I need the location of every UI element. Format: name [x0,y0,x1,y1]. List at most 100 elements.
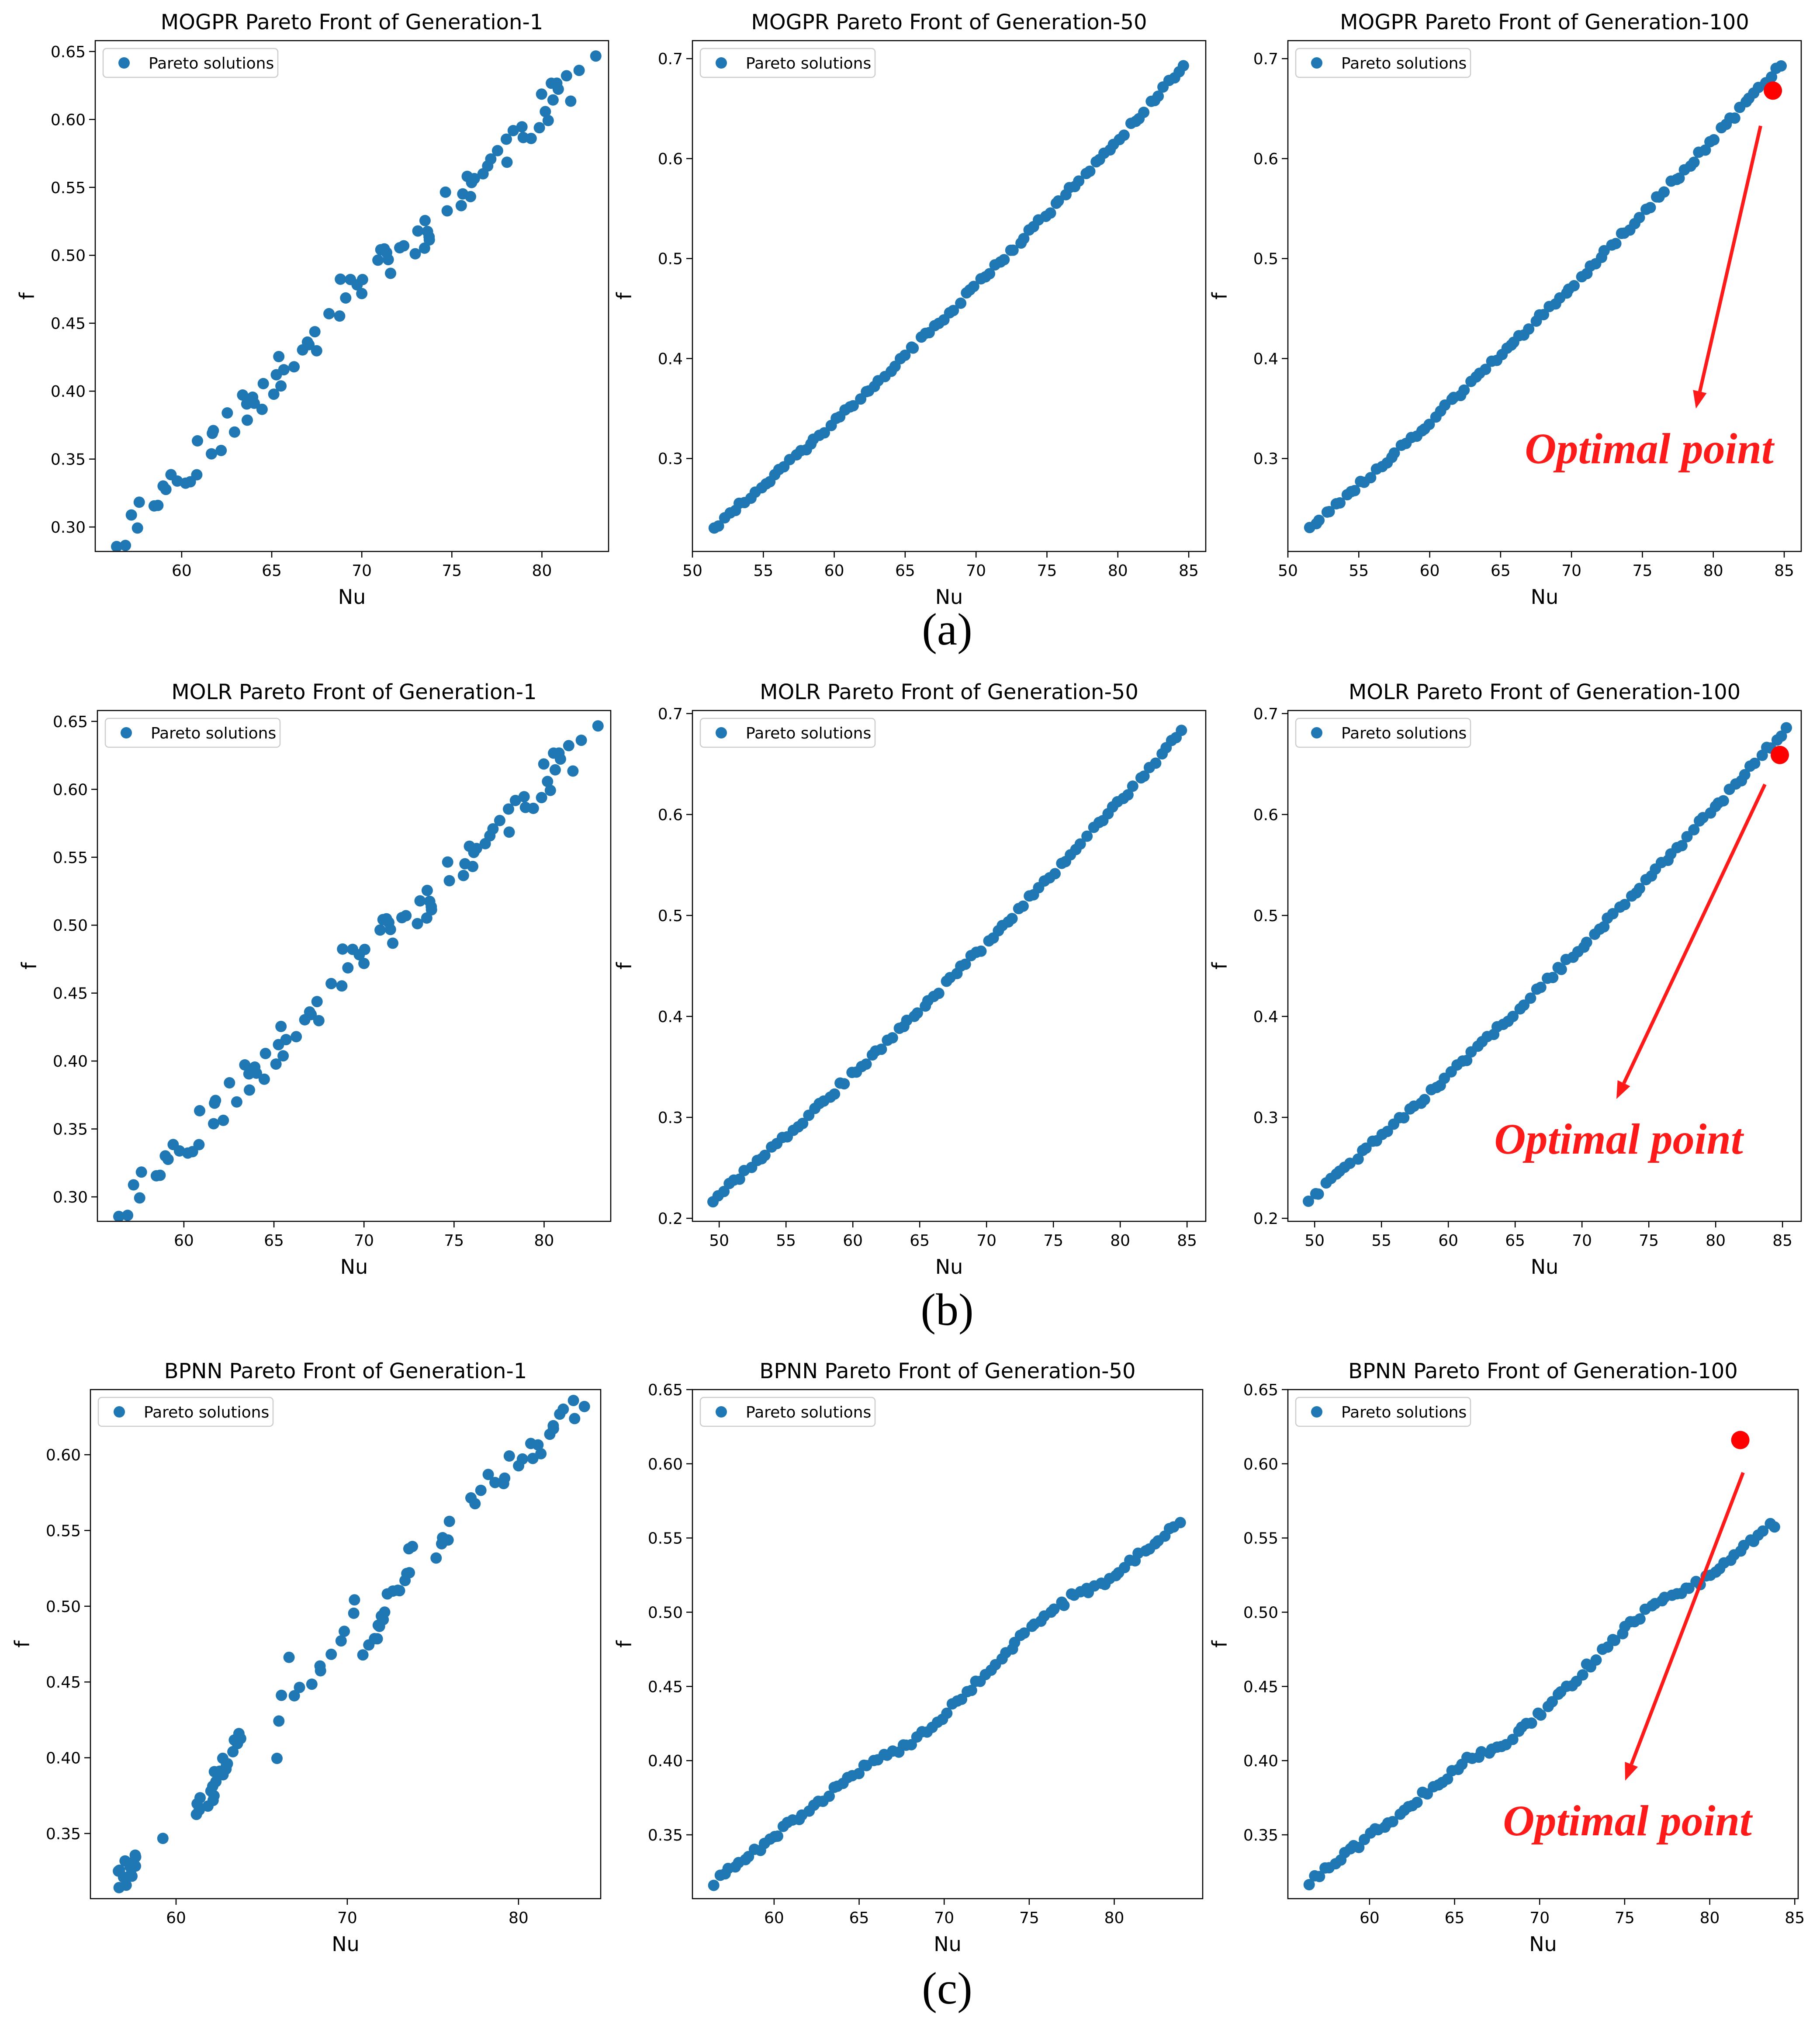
data-point [258,1073,270,1085]
y-axis-label: f [10,1640,34,1648]
data-point [385,267,396,279]
x-tick-label: 75 [1639,1232,1659,1250]
x-tick-label: 50 [709,1232,729,1250]
data-point [191,469,203,481]
y-tick-label: 0.65 [648,1381,683,1399]
data-point [342,962,354,974]
x-tick-label: 50 [1304,1232,1325,1250]
data-point [1018,233,1030,244]
x-tick-label: 65 [1491,562,1511,580]
data-point [1688,824,1700,835]
data-point [567,765,579,777]
data-point [162,1154,174,1165]
y-axis-label: f [612,1640,636,1648]
x-tick-label: 85 [1177,1232,1197,1250]
x-tick-label: 55 [1349,562,1369,580]
data-point [1681,831,1693,842]
y-tick-label: 0.65 [1243,1381,1278,1399]
legend-label: Pareto solutions [151,725,276,742]
data-point [288,1690,300,1702]
data-point [377,914,389,926]
data-point [1708,134,1720,146]
data-point [180,477,191,489]
data-point [1633,883,1645,894]
data-point [569,1413,581,1425]
x-axis-label: Nu [934,1932,962,1956]
data-point [1127,780,1138,792]
legend-marker [114,1406,125,1418]
x-tick-label: 60 [172,562,192,580]
y-tick-label: 0.55 [53,849,88,867]
axes-frame [692,1389,1204,1900]
data-point [1138,107,1150,118]
x-tick-label: 55 [1371,1232,1391,1250]
data-point [111,541,122,551]
annotation-arrow-head [1616,1080,1630,1099]
legend-marker [1311,57,1322,69]
data-point [398,240,410,252]
data-point [275,1021,287,1032]
data-point [157,1833,169,1844]
optimal-point-marker [1771,745,1789,764]
y-tick-label: 0.2 [1253,1210,1278,1228]
data-point [482,160,494,172]
axes-frame [1287,710,1802,1222]
data-point [467,860,478,872]
data-point [563,740,574,752]
legend-marker [118,57,130,69]
data-point [1523,323,1535,335]
data-point [1699,144,1711,156]
axes-frame [94,40,609,552]
data-point [134,1192,145,1204]
y-axis-label: f [1208,1640,1232,1648]
points-group [708,60,1189,534]
y-tick-label: 0.45 [51,315,86,333]
data-point [1052,195,1064,207]
data-point [120,540,131,551]
data-point [471,842,482,854]
y-tick-label: 0.6 [1253,150,1278,168]
data-point [193,1139,205,1151]
chart-panel-7: BPNN Pareto Front of Generation-1 60 70 80 0… [10,1359,602,1956]
chart-title: BPNN Pareto Front of Generation-1 [164,1359,527,1383]
y-axis-label: f [1208,292,1232,300]
data-point [507,125,519,136]
data-point [1365,472,1377,484]
legend-label: Pareto solutions [149,55,274,73]
data-point [984,268,996,280]
data-point [1049,868,1061,880]
caption-c: (c) [922,1963,972,2014]
data-point [122,1210,134,1221]
data-point [886,1032,898,1043]
axes-frame [692,40,1207,552]
data-point [372,254,384,266]
data-point [998,254,1010,266]
legend-marker [121,727,132,738]
data-point [1775,60,1787,72]
x-tick-label: 50 [682,562,702,580]
data-point [237,389,249,401]
data-point [210,1095,221,1106]
data-point [1018,1627,1030,1639]
data-point [323,308,335,319]
data-point [126,1870,138,1882]
data-point [182,1147,194,1159]
data-point [218,1114,229,1126]
data-point [547,1423,559,1435]
data-point [494,815,505,826]
data-point [210,1776,222,1788]
x-tick-label: 60 [824,562,844,580]
x-axis-label: Nu [935,1255,963,1279]
x-axis-label: Nu [1529,1932,1557,1956]
y-tick-label: 0.60 [648,1456,683,1473]
data-point [337,943,349,955]
data-point [1619,899,1631,910]
data-point [400,910,412,922]
data-point [271,1753,283,1764]
data-point [442,1534,454,1546]
data-point [325,1648,337,1660]
data-point [131,522,143,534]
y-tick-label: 0.55 [1243,1530,1278,1548]
data-point [353,949,365,960]
data-point [1303,1879,1315,1890]
